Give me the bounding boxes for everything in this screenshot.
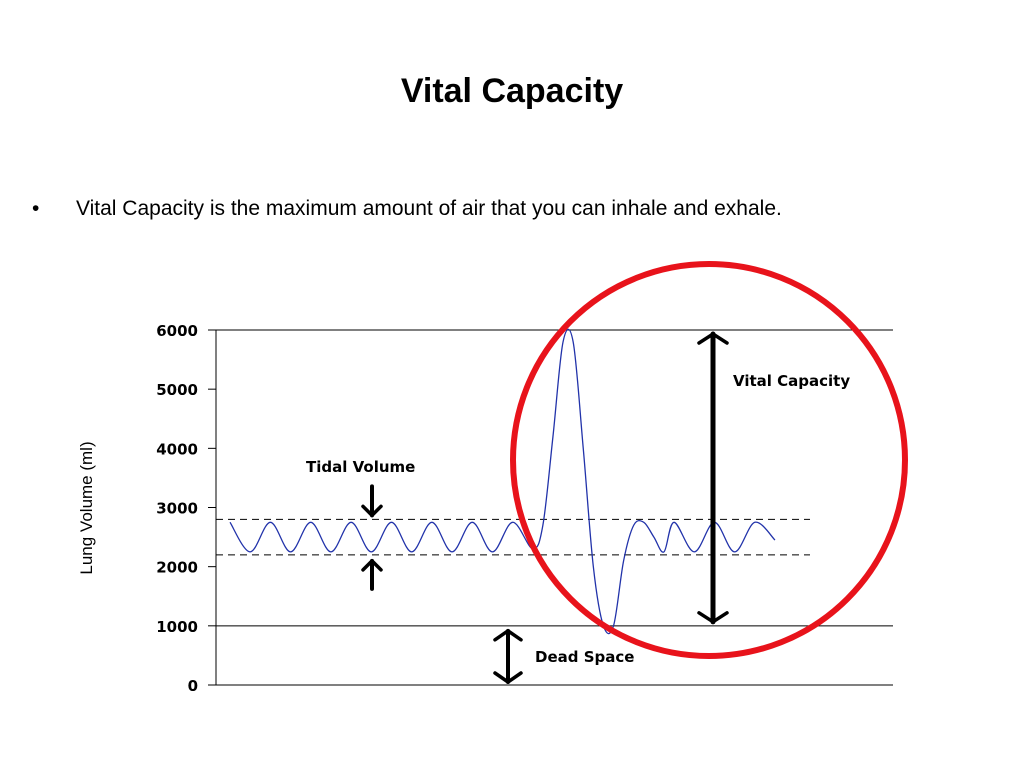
y-tick-label: 0 bbox=[188, 677, 198, 695]
slide-title: Vital Capacity bbox=[400, 72, 624, 110]
annotations: Tidal Volume Vital Capacity Dead Space bbox=[306, 261, 908, 684]
y-tick-label: 2000 bbox=[156, 559, 198, 577]
arrow-head bbox=[493, 629, 523, 642]
bullet-text: Vital Capacity is the maximum amount of … bbox=[76, 197, 782, 220]
bullet-marker: • bbox=[32, 197, 40, 220]
y-tick-label: 5000 bbox=[156, 381, 198, 399]
arrow-head bbox=[697, 332, 729, 345]
y-tick-label: 1000 bbox=[156, 618, 198, 636]
arrow-head bbox=[697, 611, 729, 624]
y-tick-label: 3000 bbox=[156, 500, 198, 518]
vital-capacity-label: Vital Capacity bbox=[733, 372, 850, 390]
arrow-head bbox=[361, 559, 383, 572]
bullet-item: • Vital Capacity is the maximum amount of… bbox=[32, 197, 782, 221]
y-tick-label: 6000 bbox=[156, 322, 198, 340]
breathing-trace bbox=[229, 328, 776, 635]
highlight-circle bbox=[510, 261, 908, 659]
y-axis: 0 1000 2000 3000 4000 5000 6000 bbox=[156, 322, 893, 695]
dead-space-label: Dead Space bbox=[535, 648, 634, 666]
tidal-volume-label: Tidal Volume bbox=[306, 458, 415, 476]
y-axis-label: Lung Volume (ml) bbox=[77, 441, 96, 574]
breathing-trace-line bbox=[229, 328, 776, 635]
arrow-head bbox=[361, 504, 383, 518]
y-tick-label: 4000 bbox=[156, 440, 198, 458]
arrow-head bbox=[493, 671, 523, 684]
